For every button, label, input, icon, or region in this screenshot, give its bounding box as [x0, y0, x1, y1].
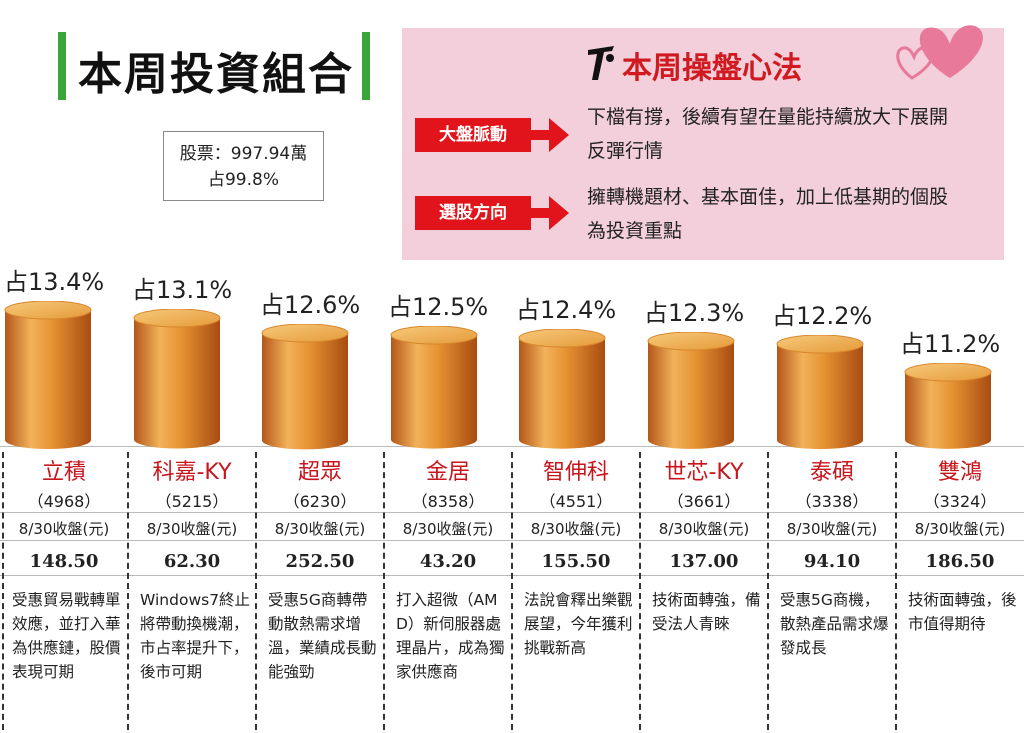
column-divider	[767, 452, 769, 730]
percent-label: 占12.6%	[260, 290, 361, 319]
title-bar-left	[58, 32, 66, 100]
cylinder-bar	[4, 301, 92, 449]
cylinder-bar	[776, 334, 864, 449]
arrow-stub	[531, 130, 549, 140]
stock-description: 受惠5G商機，散熱產品需求爆發成長	[780, 591, 889, 657]
percent-label: 占12.2%	[772, 301, 873, 330]
stock-name: 世芯-KY	[664, 460, 744, 485]
close-price: 43.20	[419, 551, 477, 572]
stock-name: 超眾	[297, 460, 342, 485]
percent-label: 占12.4%	[516, 296, 617, 325]
stock-description: 受惠貿易戰轉單效應，並打入華為供應鏈，股價表現可期	[12, 591, 121, 681]
percent-label: 占12.5%	[388, 293, 489, 322]
percent-label: 占13.1%	[132, 276, 233, 305]
close-price: 155.50	[541, 551, 611, 572]
arrow-icon	[549, 118, 569, 152]
close-label: 8/30收盤(元)	[786, 520, 878, 538]
stock-code: （6230）	[283, 492, 357, 511]
title-bar-right	[362, 32, 370, 100]
cylinder-bar	[390, 326, 478, 449]
stock-description: 受惠5G商轉帶動散熱需求增溫，業績成長動能強勁	[268, 591, 377, 681]
market-trend-line1: 下檔有撐，後續有望在量能持續放大下展開	[587, 106, 949, 128]
trader-logo-icon	[588, 46, 614, 80]
column-divider	[639, 452, 641, 730]
stock-description: 技術面轉強，後市值得期待	[908, 591, 1017, 633]
arrow-stub	[531, 208, 549, 218]
stock-name: 科嘉-KY	[152, 460, 232, 485]
close-price: 62.30	[163, 551, 221, 572]
column-divider	[383, 452, 385, 730]
percent-label: 占12.3%	[644, 299, 745, 328]
stock-selection-line2: 為投資重點	[587, 220, 683, 242]
stock-code: （3338）	[795, 492, 869, 511]
cylinder-bar	[647, 332, 735, 449]
stock-code: （4968）	[27, 492, 101, 511]
close-price: 148.50	[29, 551, 99, 572]
stock-description: Windows7終止將帶動換機潮，市占率提升下，後市可期	[140, 591, 251, 681]
stock-description: 技術面轉強，備受法人青睞	[652, 591, 761, 633]
close-label: 8/30收盤(元)	[274, 520, 366, 538]
tag-market-trend: 大盤脈動	[415, 118, 531, 152]
close-price: 137.00	[669, 551, 739, 572]
page-title: 本周投資組合	[78, 49, 354, 100]
cylinder-bar	[518, 329, 606, 449]
cylinder-bar	[904, 363, 992, 449]
column-divider	[127, 452, 129, 730]
stock-code: （4551）	[539, 492, 613, 511]
stock-name: 立積	[41, 460, 86, 485]
stock-code: （3324）	[923, 492, 997, 511]
stock-name: 金居	[425, 460, 470, 485]
stock-name: 泰碩	[809, 460, 854, 485]
percent-label: 占11.2%	[900, 330, 1001, 359]
close-label: 8/30收盤(元)	[402, 520, 494, 538]
close-label: 8/30收盤(元)	[18, 520, 110, 538]
stock-percent: 占99.8%	[207, 170, 279, 190]
stock-code: （5215）	[155, 492, 229, 511]
stock-description: 法說會釋出樂觀展望，今年獲利挑戰新高	[524, 591, 633, 657]
arrow-icon	[549, 196, 569, 230]
panel-title: 本周操盤心法	[622, 51, 802, 86]
close-label: 8/30收盤(元)	[658, 520, 750, 538]
tag-stock-selection: 選股方向	[415, 196, 531, 230]
column-divider	[511, 452, 513, 730]
close-label: 8/30收盤(元)	[530, 520, 622, 538]
column-divider	[895, 452, 897, 730]
close-price: 94.10	[803, 551, 861, 572]
stock-code: （8358）	[411, 492, 485, 511]
cylinder-bar	[133, 309, 221, 449]
stock-code: （3661）	[667, 492, 741, 511]
hearts-icon	[896, 25, 983, 80]
title-block: 本周投資組合	[58, 32, 370, 100]
stock-amount: 股票：997.94萬	[179, 144, 308, 164]
cylinder-bar	[261, 323, 349, 449]
stock-description: 打入超微（AMD）新伺服器處理晶片，成為獨家供應商	[396, 591, 505, 681]
close-label: 8/30收盤(元)	[914, 520, 1006, 538]
percent-label: 占13.4%	[4, 268, 105, 296]
close-price: 252.50	[285, 551, 355, 572]
close-label: 8/30收盤(元)	[146, 520, 238, 538]
stock-name: 智伸科	[542, 460, 609, 485]
grid-line	[0, 446, 1024, 447]
stock-selection-line1: 擁轉機題材、基本面佳，加上低基期的個股	[587, 186, 949, 208]
market-trend-line2: 反彈行情	[587, 140, 664, 162]
column-divider	[2, 452, 4, 730]
stock-name: 雙鴻	[937, 460, 982, 485]
column-divider	[255, 452, 257, 730]
close-price: 186.50	[925, 551, 995, 572]
stock-summary-box: 股票：997.94萬 占99.8%	[163, 131, 324, 201]
